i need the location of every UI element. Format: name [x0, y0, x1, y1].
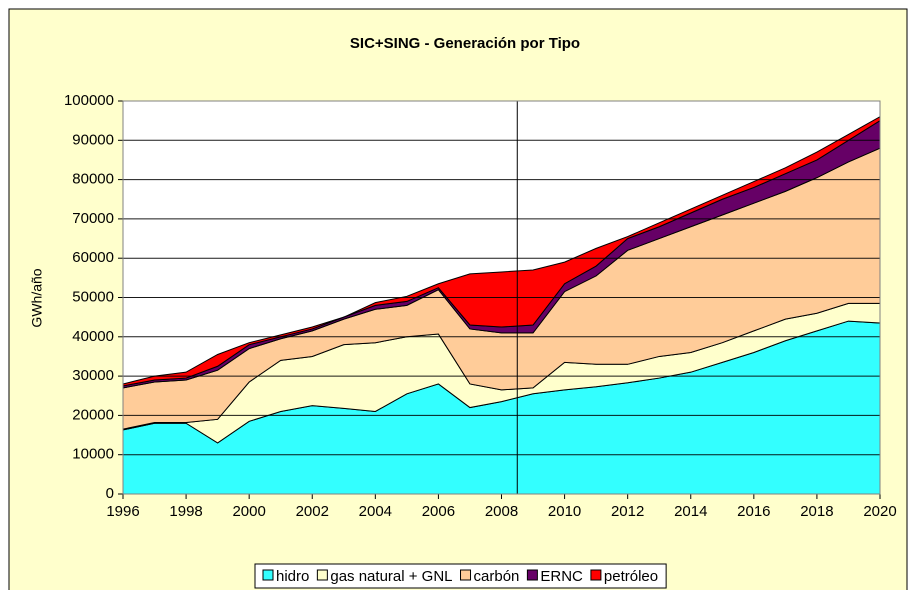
legend-swatch — [316, 569, 328, 581]
y-tick-label: 10000 — [72, 446, 114, 463]
x-tick-label: 2008 — [485, 503, 518, 520]
x-tick-label: 2010 — [548, 503, 581, 520]
legend-label: ERNC — [540, 568, 583, 585]
x-tick-label: 1996 — [106, 503, 139, 520]
y-tick-label: 60000 — [72, 249, 114, 266]
y-tick-label: 50000 — [72, 288, 114, 305]
legend-label: hidro — [276, 568, 309, 585]
chart-title: SIC+SING - Generación por Tipo — [350, 35, 580, 52]
x-tick-label: 2014 — [674, 503, 707, 520]
x-tick-label: 2020 — [863, 503, 896, 520]
y-tick-label: 90000 — [72, 131, 114, 148]
legend-swatch — [590, 569, 602, 581]
x-tick-label: 2006 — [422, 503, 455, 520]
x-tick-label: 2004 — [359, 503, 392, 520]
y-tick-label: 70000 — [72, 210, 114, 227]
legend-label: gas natural + GNL — [330, 568, 452, 585]
legend-swatch — [460, 569, 472, 581]
x-tick-label: 2012 — [611, 503, 644, 520]
legend-swatch — [262, 569, 274, 581]
y-tick-label: 100000 — [64, 92, 114, 109]
y-tick-label: 80000 — [72, 171, 114, 188]
legend-label: petróleo — [604, 568, 658, 585]
legend-label: carbón — [474, 568, 520, 585]
x-tick-label: 2002 — [296, 503, 329, 520]
legend: hidro gas natural + GNL carbón ERNC petróleo — [254, 563, 667, 589]
y-axis-label: GWh/año — [29, 268, 45, 327]
y-tick-label: 0 — [106, 485, 114, 502]
x-tick-label: 1998 — [169, 503, 202, 520]
y-tick-label: 30000 — [72, 367, 114, 384]
x-tick-label: 2000 — [232, 503, 265, 520]
x-tick-label: 2016 — [737, 503, 770, 520]
y-tick-label: 20000 — [72, 406, 114, 423]
legend-swatch — [526, 569, 538, 581]
y-tick-label: 40000 — [72, 328, 114, 345]
x-tick-label: 2018 — [800, 503, 833, 520]
plot-border — [122, 100, 881, 495]
